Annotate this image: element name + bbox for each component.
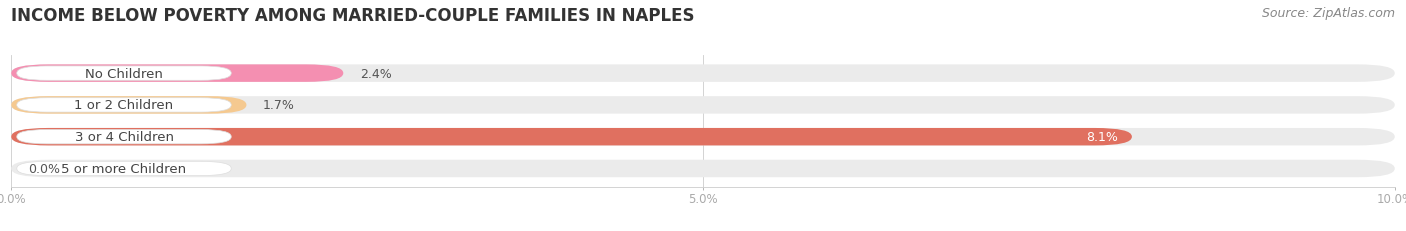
Text: No Children: No Children bbox=[86, 67, 163, 80]
FancyBboxPatch shape bbox=[11, 160, 1395, 177]
FancyBboxPatch shape bbox=[11, 65, 1395, 82]
FancyBboxPatch shape bbox=[17, 162, 231, 176]
Text: 2.4%: 2.4% bbox=[360, 67, 392, 80]
Text: 5 or more Children: 5 or more Children bbox=[62, 162, 187, 175]
Text: Source: ZipAtlas.com: Source: ZipAtlas.com bbox=[1261, 7, 1395, 20]
Text: INCOME BELOW POVERTY AMONG MARRIED-COUPLE FAMILIES IN NAPLES: INCOME BELOW POVERTY AMONG MARRIED-COUPL… bbox=[11, 7, 695, 25]
FancyBboxPatch shape bbox=[11, 65, 343, 82]
Text: 1.7%: 1.7% bbox=[263, 99, 295, 112]
FancyBboxPatch shape bbox=[11, 128, 1395, 146]
FancyBboxPatch shape bbox=[11, 97, 246, 114]
Text: 1 or 2 Children: 1 or 2 Children bbox=[75, 99, 173, 112]
FancyBboxPatch shape bbox=[11, 97, 1395, 114]
Text: 8.1%: 8.1% bbox=[1087, 131, 1118, 144]
FancyBboxPatch shape bbox=[17, 67, 231, 81]
FancyBboxPatch shape bbox=[17, 130, 231, 144]
Text: 3 or 4 Children: 3 or 4 Children bbox=[75, 131, 173, 144]
FancyBboxPatch shape bbox=[11, 128, 1132, 146]
FancyBboxPatch shape bbox=[17, 98, 231, 112]
Text: 0.0%: 0.0% bbox=[28, 162, 60, 175]
